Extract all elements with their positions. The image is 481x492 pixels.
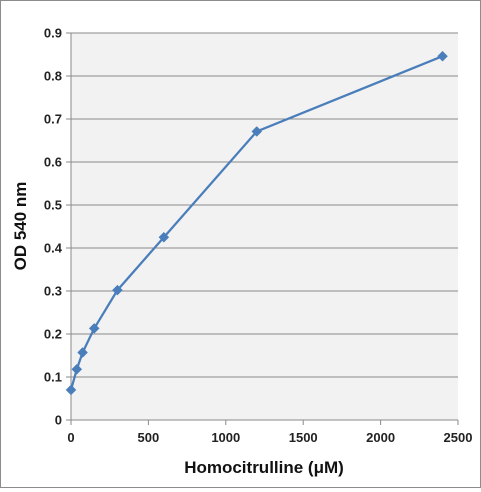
plot-area xyxy=(71,33,458,420)
y-tick-label: 0.8 xyxy=(44,69,62,84)
x-axis-title: Homocitrulline (μM) xyxy=(184,458,344,477)
y-tick-label: 0.7 xyxy=(44,112,62,127)
x-tick-label: 500 xyxy=(138,430,160,445)
y-axis-title: OD 540 nm xyxy=(11,182,30,271)
axes xyxy=(66,32,459,425)
x-tick-label: 1000 xyxy=(211,430,240,445)
y-tick-label: 0 xyxy=(55,413,62,428)
data-series xyxy=(65,50,448,396)
data-point-marker xyxy=(71,363,83,375)
y-tick-label: 0.6 xyxy=(44,155,62,170)
x-tick-label: 0 xyxy=(67,430,74,445)
data-point-marker xyxy=(437,50,448,62)
data-point-marker xyxy=(112,284,123,296)
data-point-marker xyxy=(88,323,100,334)
x-tick-label: 1500 xyxy=(289,430,318,445)
y-tick-label: 0.5 xyxy=(44,198,62,213)
y-tick-label: 0.4 xyxy=(44,241,63,256)
tick-labels: 0 0.1 0.2 0.3 0.4 0.5 0.6 0.7 0.8 0.9 0 500 1000 1500… xyxy=(44,26,473,446)
gridlines xyxy=(71,32,458,378)
y-tick-label: 0.1 xyxy=(44,370,62,385)
y-tick-label: 0.3 xyxy=(44,284,62,299)
data-point-marker xyxy=(158,231,170,243)
data-point-marker xyxy=(65,384,77,396)
y-tick-label: 0.2 xyxy=(44,327,62,342)
data-point-marker xyxy=(77,347,88,358)
x-tick-label: 2000 xyxy=(366,430,395,445)
y-tick-label: 0.9 xyxy=(44,26,62,41)
x-tick-label: 2500 xyxy=(444,430,473,445)
data-point-marker xyxy=(251,126,263,137)
